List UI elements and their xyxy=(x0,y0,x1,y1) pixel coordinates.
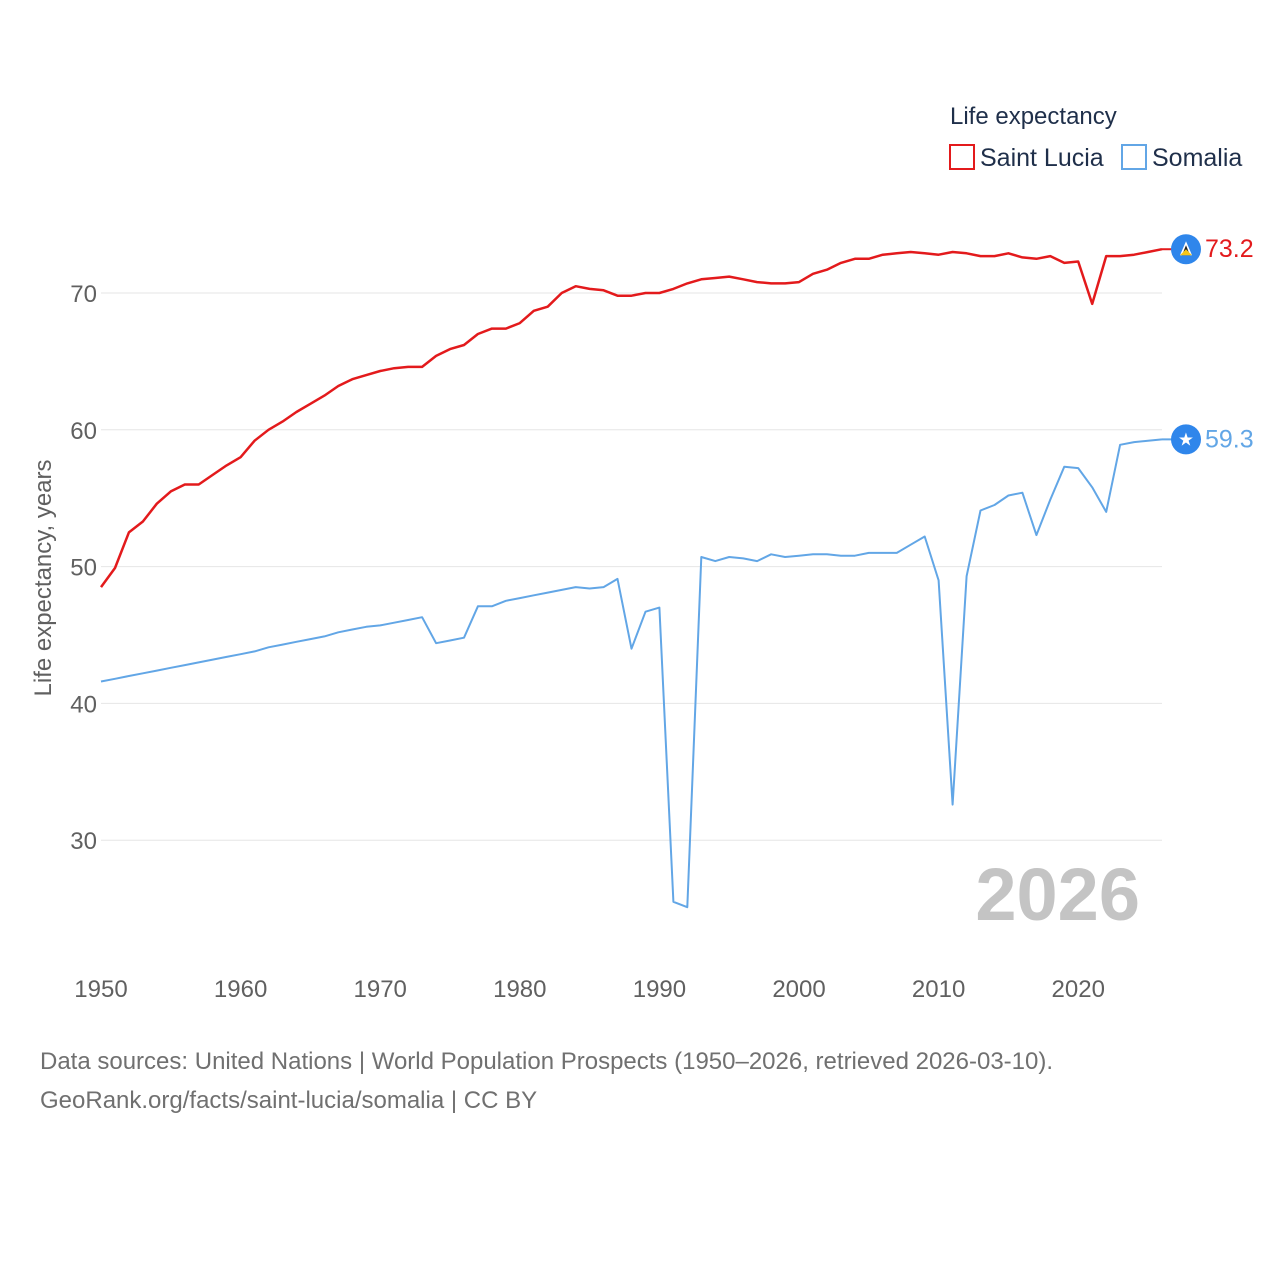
x-tick-label: 1990 xyxy=(633,976,686,1003)
x-axis-ticks: 1950 1960 1970 1980 1990 2000 2010 2020 xyxy=(74,976,1105,1003)
series-line-saint-lucia[interactable] xyxy=(99,247,1163,588)
star-glyph: ★ xyxy=(1178,429,1194,449)
x-tick-label: 2000 xyxy=(772,976,825,1003)
gridlines xyxy=(101,292,1162,841)
y-tick-label: 30 xyxy=(70,828,97,855)
y-tick-label: 50 xyxy=(70,555,97,582)
end-value-label-somalia: 59.3 xyxy=(1205,425,1254,453)
legend-swatch-saint-lucia xyxy=(949,144,975,170)
y-tick-label: 40 xyxy=(70,691,97,718)
y-tick-label: 70 xyxy=(70,281,97,308)
legend: Life expectancy Saint Lucia Somalia xyxy=(949,103,1242,172)
year-watermark: 2026 xyxy=(975,853,1140,936)
end-value-label-saint-lucia: 73.2 xyxy=(1205,235,1254,263)
legend-label-saint-lucia: Saint Lucia xyxy=(980,144,1104,172)
y-axis-ticks: 30 40 50 60 70 xyxy=(70,281,97,855)
series-end-markers: 73.2 ★ 59.3 xyxy=(1162,234,1254,455)
source-footer: Data sources: United Nations | World Pop… xyxy=(40,1042,1240,1120)
legend-item-saint-lucia[interactable]: Saint Lucia xyxy=(949,144,1104,172)
series-lines xyxy=(99,247,1163,909)
flag-badge xyxy=(1171,424,1201,455)
x-tick-label: 2010 xyxy=(912,976,965,1003)
legend-title: Life expectancy xyxy=(950,103,1117,130)
x-tick-label: 1950 xyxy=(74,976,127,1003)
source-url[interactable]: GeoRank.org/facts/saint-lucia/somalia | … xyxy=(40,1087,538,1114)
x-tick-label: 1970 xyxy=(354,976,407,1003)
saint-lucia-flag-icon xyxy=(1171,234,1201,265)
triangle-gold xyxy=(1180,249,1192,256)
x-tick-label: 2020 xyxy=(1052,976,1105,1003)
legend-item-somalia[interactable]: Somalia xyxy=(1121,144,1242,172)
legend-swatch-somalia xyxy=(1121,144,1147,170)
x-tick-label: 1980 xyxy=(493,976,546,1003)
somalia-flag-icon: ★ xyxy=(1171,424,1201,455)
y-tick-label: 60 xyxy=(70,418,97,445)
series-line-somalia[interactable] xyxy=(100,438,1163,909)
source-text: Data sources: United Nations | World Pop… xyxy=(40,1048,1054,1075)
x-tick-label: 1960 xyxy=(214,976,267,1003)
legend-label-somalia: Somalia xyxy=(1152,144,1242,172)
y-axis-label: Life expectancy, years xyxy=(30,459,57,696)
